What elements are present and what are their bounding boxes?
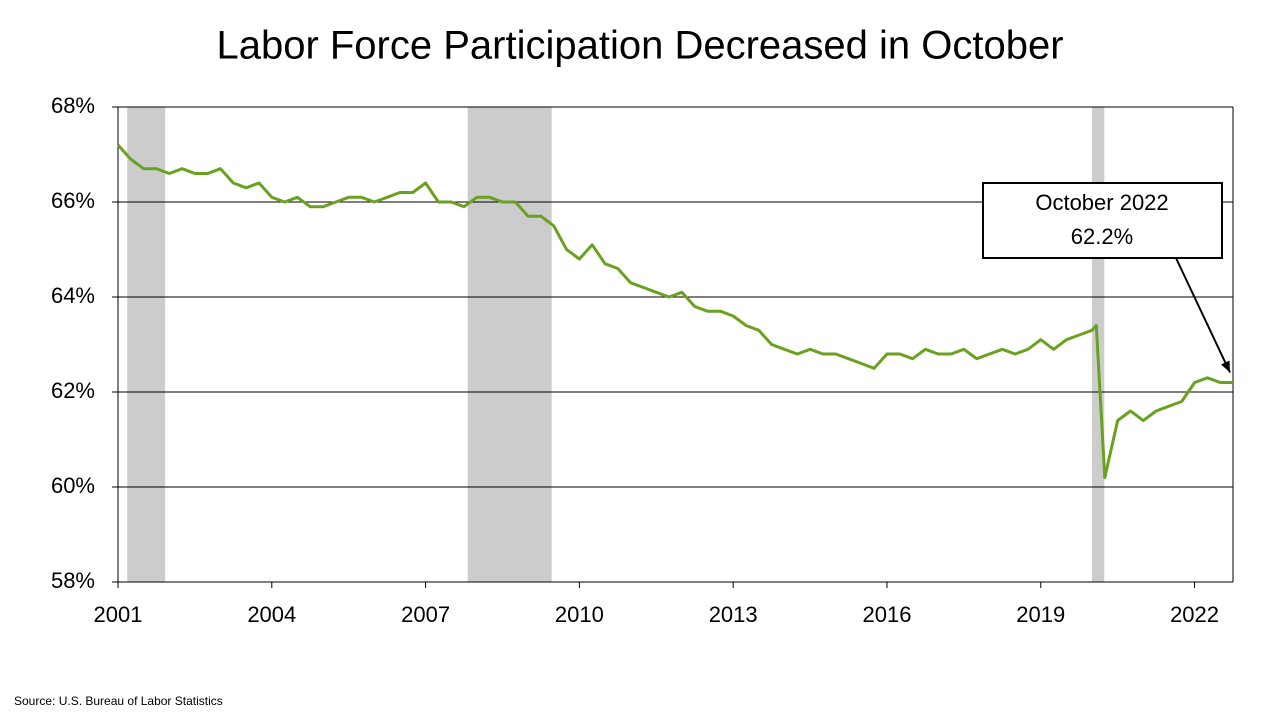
annotation-box — [982, 182, 1223, 259]
annotation-text: October 2022 — [1035, 190, 1168, 215]
x-tick-label: 2001 — [94, 602, 143, 627]
recession-band — [127, 107, 166, 582]
arrow-head — [1221, 360, 1230, 373]
y-tick-label: 68% — [51, 93, 95, 118]
x-tick-label: 2019 — [1016, 602, 1065, 627]
y-tick-label: 64% — [51, 283, 95, 308]
y-tick-label: 60% — [51, 473, 95, 498]
annotation-text: 62.2% — [1071, 224, 1133, 249]
x-tick-label: 2016 — [862, 602, 911, 627]
y-tick-label: 62% — [51, 378, 95, 403]
x-tick-label: 2022 — [1170, 602, 1219, 627]
annotation-arrow — [1175, 257, 1231, 373]
x-tick-label: 2004 — [247, 602, 296, 627]
y-tick-label: 58% — [51, 568, 95, 593]
chart-title: Labor Force Participation Decreased in O… — [216, 24, 1063, 68]
data-line — [116, 143, 1233, 479]
x-tick-label: 2007 — [401, 602, 450, 627]
x-tick-label: 2013 — [709, 602, 758, 627]
x-tick-label: 2010 — [555, 602, 604, 627]
y-tick-label: 66% — [51, 188, 95, 213]
source-note: Source: U.S. Bureau of Labor Statistics — [14, 694, 223, 708]
recession-band — [467, 107, 552, 582]
